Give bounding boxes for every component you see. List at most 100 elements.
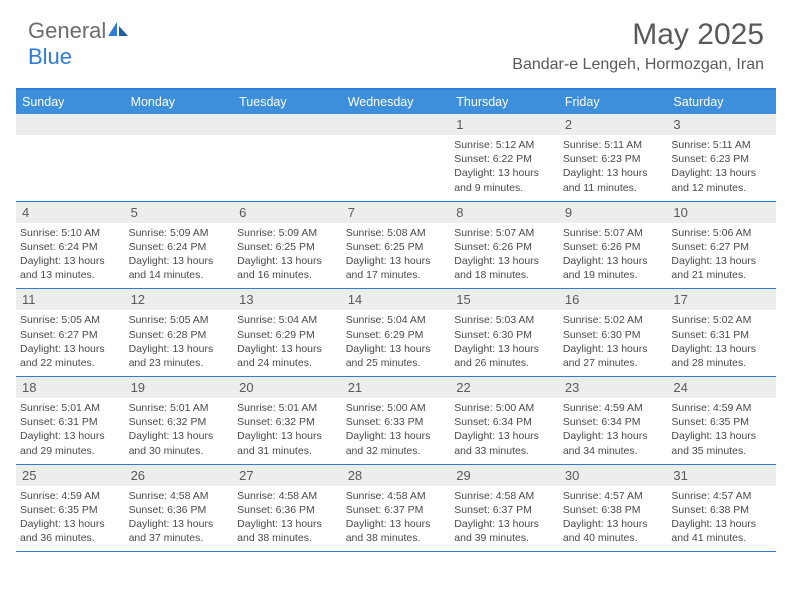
weekday-header: Sunday [16, 90, 125, 114]
sunrise-text: Sunrise: 5:01 AM [129, 401, 230, 415]
day-number: 8 [450, 202, 559, 223]
sunset-text: Sunset: 6:31 PM [671, 328, 772, 342]
day-info: Sunrise: 5:09 AMSunset: 6:24 PMDaylight:… [129, 226, 230, 283]
day-cell: 30Sunrise: 4:57 AMSunset: 6:38 PMDayligh… [559, 465, 668, 552]
sunset-text: Sunset: 6:37 PM [346, 503, 447, 517]
sunrise-text: Sunrise: 5:00 AM [346, 401, 447, 415]
sunset-text: Sunset: 6:26 PM [454, 240, 555, 254]
sunset-text: Sunset: 6:27 PM [671, 240, 772, 254]
day-number: 27 [233, 465, 342, 486]
day-number: 3 [667, 114, 776, 135]
day-cell: 4Sunrise: 5:10 AMSunset: 6:24 PMDaylight… [16, 202, 125, 289]
sunrise-text: Sunrise: 4:57 AM [563, 489, 664, 503]
sunset-text: Sunset: 6:23 PM [563, 152, 664, 166]
day-info: Sunrise: 5:11 AMSunset: 6:23 PMDaylight:… [671, 138, 772, 195]
sunrise-text: Sunrise: 5:03 AM [454, 313, 555, 327]
day-cell: 3 Sunrise: 5:11 AMSunset: 6:23 PMDaylight… [667, 114, 776, 201]
daylight-text: Daylight: 13 hours and 9 minutes. [454, 166, 555, 194]
day-number: 14 [342, 289, 451, 310]
day-cell: 24Sunrise: 4:59 AMSunset: 6:35 PMDayligh… [667, 377, 776, 464]
day-info: Sunrise: 4:58 AMSunset: 6:36 PMDaylight:… [129, 489, 230, 546]
day-number: 2 [559, 114, 668, 135]
day-cell: 8 Sunrise: 5:07 AMSunset: 6:26 PMDaylight… [450, 202, 559, 289]
daylight-text: Daylight: 13 hours and 33 minutes. [454, 429, 555, 457]
sunset-text: Sunset: 6:32 PM [237, 415, 338, 429]
daylight-text: Daylight: 13 hours and 18 minutes. [454, 254, 555, 282]
day-cell: 27 Sunrise: 4:58 AMSunset: 6:36 PMDayligh… [233, 465, 342, 552]
day-info: Sunrise: 4:59 AMSunset: 6:35 PMDaylight:… [671, 401, 772, 458]
sunset-text: Sunset: 6:34 PM [563, 415, 664, 429]
day-number: 12 [125, 289, 234, 310]
week-row: 25Sunrise: 4:59 AMSunset: 6:35 PMDayligh… [16, 465, 776, 553]
daylight-text: Daylight: 13 hours and 35 minutes. [671, 429, 772, 457]
daylight-text: Daylight: 13 hours and 16 minutes. [237, 254, 338, 282]
day-cell: 29Sunrise: 4:58 AMSunset: 6:37 PMDayligh… [450, 465, 559, 552]
sunrise-text: Sunrise: 4:59 AM [671, 401, 772, 415]
day-number: 9 [559, 202, 668, 223]
sunrise-text: Sunrise: 4:58 AM [129, 489, 230, 503]
day-cell [342, 114, 451, 201]
sunrise-text: Sunrise: 5:04 AM [346, 313, 447, 327]
day-number: 6 [233, 202, 342, 223]
sunrise-text: Sunrise: 5:10 AM [20, 226, 121, 240]
day-info: Sunrise: 5:04 AMSunset: 6:29 PMDaylight:… [346, 313, 447, 370]
logo: GeneralBlue [28, 18, 130, 70]
sunset-text: Sunset: 6:27 PM [20, 328, 121, 342]
day-info: Sunrise: 5:11 AMSunset: 6:23 PMDaylight:… [563, 138, 664, 195]
week-row: 4Sunrise: 5:10 AMSunset: 6:24 PMDaylight… [16, 202, 776, 290]
day-number [125, 114, 234, 135]
sunset-text: Sunset: 6:29 PM [346, 328, 447, 342]
day-number: 10 [667, 202, 776, 223]
week-row: 11 Sunrise: 5:05 AMSunset: 6:27 PMDayligh… [16, 289, 776, 377]
day-info: Sunrise: 5:07 AMSunset: 6:26 PMDaylight:… [454, 226, 555, 283]
week-row: 18Sunrise: 5:01 AMSunset: 6:31 PMDayligh… [16, 377, 776, 465]
sunset-text: Sunset: 6:35 PM [671, 415, 772, 429]
day-cell [16, 114, 125, 201]
logo-text-1: General [28, 18, 106, 43]
day-number: 23 [559, 377, 668, 398]
week-row: 1Sunrise: 5:12 AMSunset: 6:22 PMDaylight… [16, 114, 776, 202]
day-number [342, 114, 451, 135]
day-info: Sunrise: 5:10 AMSunset: 6:24 PMDaylight:… [20, 226, 121, 283]
day-cell: 6Sunrise: 5:09 AMSunset: 6:25 PMDaylight… [233, 202, 342, 289]
sunset-text: Sunset: 6:28 PM [129, 328, 230, 342]
day-cell: 26Sunrise: 4:58 AMSunset: 6:36 PMDayligh… [125, 465, 234, 552]
sunset-text: Sunset: 6:38 PM [671, 503, 772, 517]
calendar: SundayMondayTuesdayWednesdayThursdayFrid… [16, 88, 776, 552]
daylight-text: Daylight: 13 hours and 38 minutes. [346, 517, 447, 545]
daylight-text: Daylight: 13 hours and 41 minutes. [671, 517, 772, 545]
sunset-text: Sunset: 6:34 PM [454, 415, 555, 429]
day-cell: 20Sunrise: 5:01 AMSunset: 6:32 PMDayligh… [233, 377, 342, 464]
weekday-header: Saturday [667, 90, 776, 114]
day-cell: 16Sunrise: 5:02 AMSunset: 6:30 PMDayligh… [559, 289, 668, 376]
daylight-text: Daylight: 13 hours and 22 minutes. [20, 342, 121, 370]
daylight-text: Daylight: 13 hours and 21 minutes. [671, 254, 772, 282]
weeks-container: 1Sunrise: 5:12 AMSunset: 6:22 PMDaylight… [16, 114, 776, 552]
day-number: 17 [667, 289, 776, 310]
sunset-text: Sunset: 6:36 PM [129, 503, 230, 517]
sunset-text: Sunset: 6:30 PM [454, 328, 555, 342]
day-info: Sunrise: 4:57 AMSunset: 6:38 PMDaylight:… [563, 489, 664, 546]
day-number: 19 [125, 377, 234, 398]
daylight-text: Daylight: 13 hours and 29 minutes. [20, 429, 121, 457]
day-info: Sunrise: 4:58 AMSunset: 6:37 PMDaylight:… [454, 489, 555, 546]
sunrise-text: Sunrise: 5:07 AM [563, 226, 664, 240]
daylight-text: Daylight: 13 hours and 30 minutes. [129, 429, 230, 457]
weekday-header: Thursday [450, 90, 559, 114]
day-number: 11 [16, 289, 125, 310]
day-cell: 2 Sunrise: 5:11 AMSunset: 6:23 PMDaylight… [559, 114, 668, 201]
day-cell: 12Sunrise: 5:05 AMSunset: 6:28 PMDayligh… [125, 289, 234, 376]
daylight-text: Daylight: 13 hours and 37 minutes. [129, 517, 230, 545]
day-info: Sunrise: 4:58 AMSunset: 6:36 PMDaylight:… [237, 489, 338, 546]
day-cell: 21Sunrise: 5:00 AMSunset: 6:33 PMDayligh… [342, 377, 451, 464]
sunrise-text: Sunrise: 5:05 AM [20, 313, 121, 327]
day-number: 16 [559, 289, 668, 310]
day-info: Sunrise: 5:01 AMSunset: 6:32 PMDaylight:… [237, 401, 338, 458]
sunset-text: Sunset: 6:23 PM [671, 152, 772, 166]
day-cell: 31Sunrise: 4:57 AMSunset: 6:38 PMDayligh… [667, 465, 776, 552]
day-number: 28 [342, 465, 451, 486]
sunrise-text: Sunrise: 5:00 AM [454, 401, 555, 415]
header: GeneralBlue May 2025 Bandar-e Lengeh, Ho… [0, 0, 792, 80]
day-number: 25 [16, 465, 125, 486]
day-info: Sunrise: 5:12 AMSunset: 6:22 PMDaylight:… [454, 138, 555, 195]
